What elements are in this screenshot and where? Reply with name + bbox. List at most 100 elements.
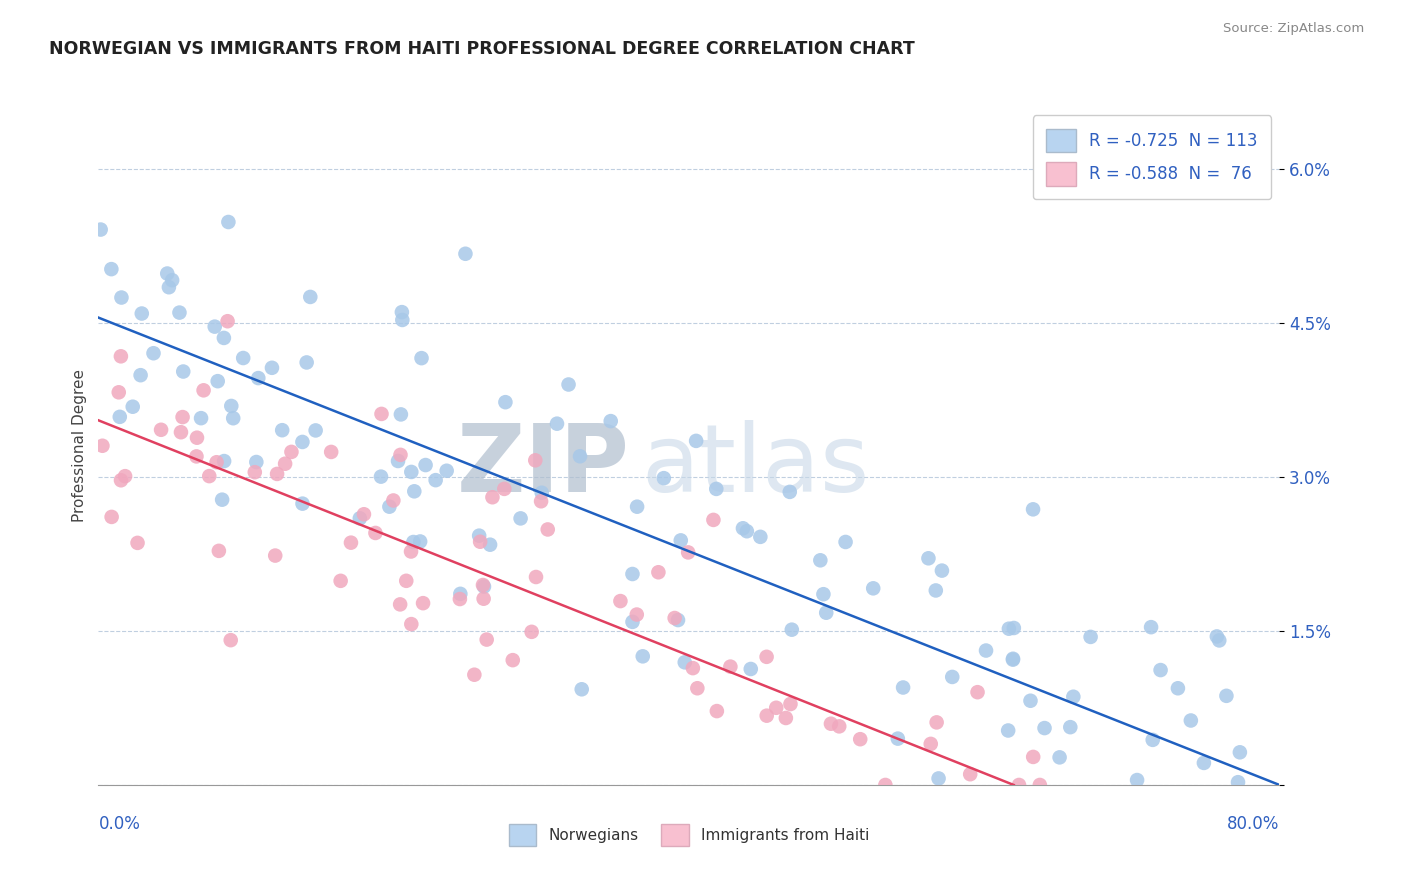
Point <box>808 553 831 567</box>
Point <box>271 423 294 437</box>
Point <box>755 649 778 664</box>
Point <box>108 409 131 424</box>
Point <box>780 623 803 637</box>
Point <box>1180 714 1202 728</box>
Point <box>475 632 498 647</box>
Legend: Norwegians, Immigrants from Haiti: Norwegians, Immigrants from Haiti <box>502 818 876 852</box>
Point <box>740 662 762 676</box>
Point <box>321 445 343 459</box>
Point <box>1001 652 1024 666</box>
Point <box>449 592 471 607</box>
Point <box>834 535 856 549</box>
Point <box>931 564 953 578</box>
Point <box>609 594 631 608</box>
Point <box>468 529 491 543</box>
Text: 0.0%: 0.0% <box>98 815 141 833</box>
Point <box>1140 620 1163 634</box>
Point <box>1192 756 1215 770</box>
Point <box>295 355 318 369</box>
Point <box>100 509 122 524</box>
Point <box>186 431 208 445</box>
Point <box>260 360 283 375</box>
Point <box>891 681 914 695</box>
Point <box>1022 502 1045 516</box>
Point <box>779 697 801 711</box>
Point <box>247 371 270 385</box>
Point <box>530 494 553 508</box>
Point <box>349 511 371 525</box>
Point <box>997 723 1019 738</box>
Point <box>364 525 387 540</box>
Point <box>472 578 495 592</box>
Point <box>941 670 963 684</box>
Point <box>686 681 709 696</box>
Point <box>454 246 477 260</box>
Point <box>274 457 297 471</box>
Point <box>389 598 412 612</box>
Point <box>389 448 412 462</box>
Point <box>190 411 212 425</box>
Point <box>631 649 654 664</box>
Text: Source: ZipAtlas.com: Source: ZipAtlas.com <box>1223 22 1364 36</box>
Point <box>401 617 423 632</box>
Point <box>537 523 560 537</box>
Point <box>1002 621 1025 635</box>
Point <box>340 535 363 549</box>
Point <box>1208 633 1230 648</box>
Point <box>211 492 233 507</box>
Point <box>472 580 495 594</box>
Point <box>749 530 772 544</box>
Point <box>425 473 447 487</box>
Point <box>131 306 153 320</box>
Point <box>395 574 418 588</box>
Point <box>1029 778 1052 792</box>
Point <box>172 365 194 379</box>
Point <box>481 490 503 504</box>
Point <box>412 596 434 610</box>
Point <box>925 583 948 598</box>
Point <box>1142 732 1164 747</box>
Point <box>530 485 553 500</box>
Point <box>779 484 801 499</box>
Point <box>494 395 516 409</box>
Text: atlas: atlas <box>641 420 870 512</box>
Point <box>411 351 433 365</box>
Point <box>245 455 267 469</box>
Y-axis label: Professional Degree: Professional Degree <box>72 369 87 523</box>
Point <box>685 434 707 448</box>
Point <box>157 280 180 294</box>
Point <box>370 407 392 421</box>
Point <box>463 667 485 681</box>
Point <box>186 450 208 464</box>
Point <box>524 453 547 467</box>
Point <box>198 469 221 483</box>
Point <box>90 222 112 236</box>
Point <box>702 513 724 527</box>
Point <box>142 346 165 360</box>
Point <box>127 536 149 550</box>
Point <box>399 544 422 558</box>
Point <box>110 473 132 487</box>
Point <box>212 454 235 468</box>
Point <box>815 606 838 620</box>
Point <box>156 267 179 281</box>
Point <box>436 464 458 478</box>
Point <box>449 587 471 601</box>
Point <box>920 737 942 751</box>
Point <box>676 545 699 559</box>
Point <box>370 469 392 483</box>
Point <box>520 624 543 639</box>
Point <box>813 587 835 601</box>
Point <box>193 384 215 398</box>
Point <box>959 767 981 781</box>
Point <box>647 566 669 580</box>
Point <box>205 455 228 469</box>
Point <box>169 305 191 319</box>
Point <box>280 445 302 459</box>
Point <box>170 425 193 440</box>
Point <box>626 607 648 622</box>
Point <box>925 715 948 730</box>
Point <box>828 719 851 733</box>
Point <box>706 704 728 718</box>
Point <box>1126 772 1149 787</box>
